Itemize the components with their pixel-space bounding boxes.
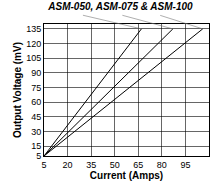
svg-text:50: 50 — [110, 160, 120, 170]
svg-text:20: 20 — [63, 160, 73, 170]
svg-text:60: 60 — [31, 97, 41, 107]
svg-text:95: 95 — [180, 160, 190, 170]
svg-text:90: 90 — [31, 68, 41, 78]
svg-text:5: 5 — [36, 151, 41, 161]
svg-text:15: 15 — [31, 141, 41, 151]
svg-text:5: 5 — [41, 160, 46, 170]
svg-text:ASM-050, ASM-075 & ASM-100: ASM-050, ASM-075 & ASM-100 — [47, 1, 193, 12]
svg-text:65: 65 — [133, 160, 143, 170]
svg-text:120: 120 — [26, 39, 41, 49]
svg-text:Current (Amps): Current (Amps) — [90, 170, 163, 181]
svg-text:45: 45 — [31, 112, 41, 122]
svg-text:80: 80 — [157, 160, 167, 170]
svg-text:75: 75 — [31, 83, 41, 93]
svg-text:135: 135 — [26, 24, 41, 34]
svg-text:30: 30 — [31, 127, 41, 137]
svg-text:Output Voltage (mV): Output Voltage (mV) — [12, 42, 23, 138]
svg-text:105: 105 — [26, 53, 41, 63]
svg-text:35: 35 — [86, 160, 96, 170]
